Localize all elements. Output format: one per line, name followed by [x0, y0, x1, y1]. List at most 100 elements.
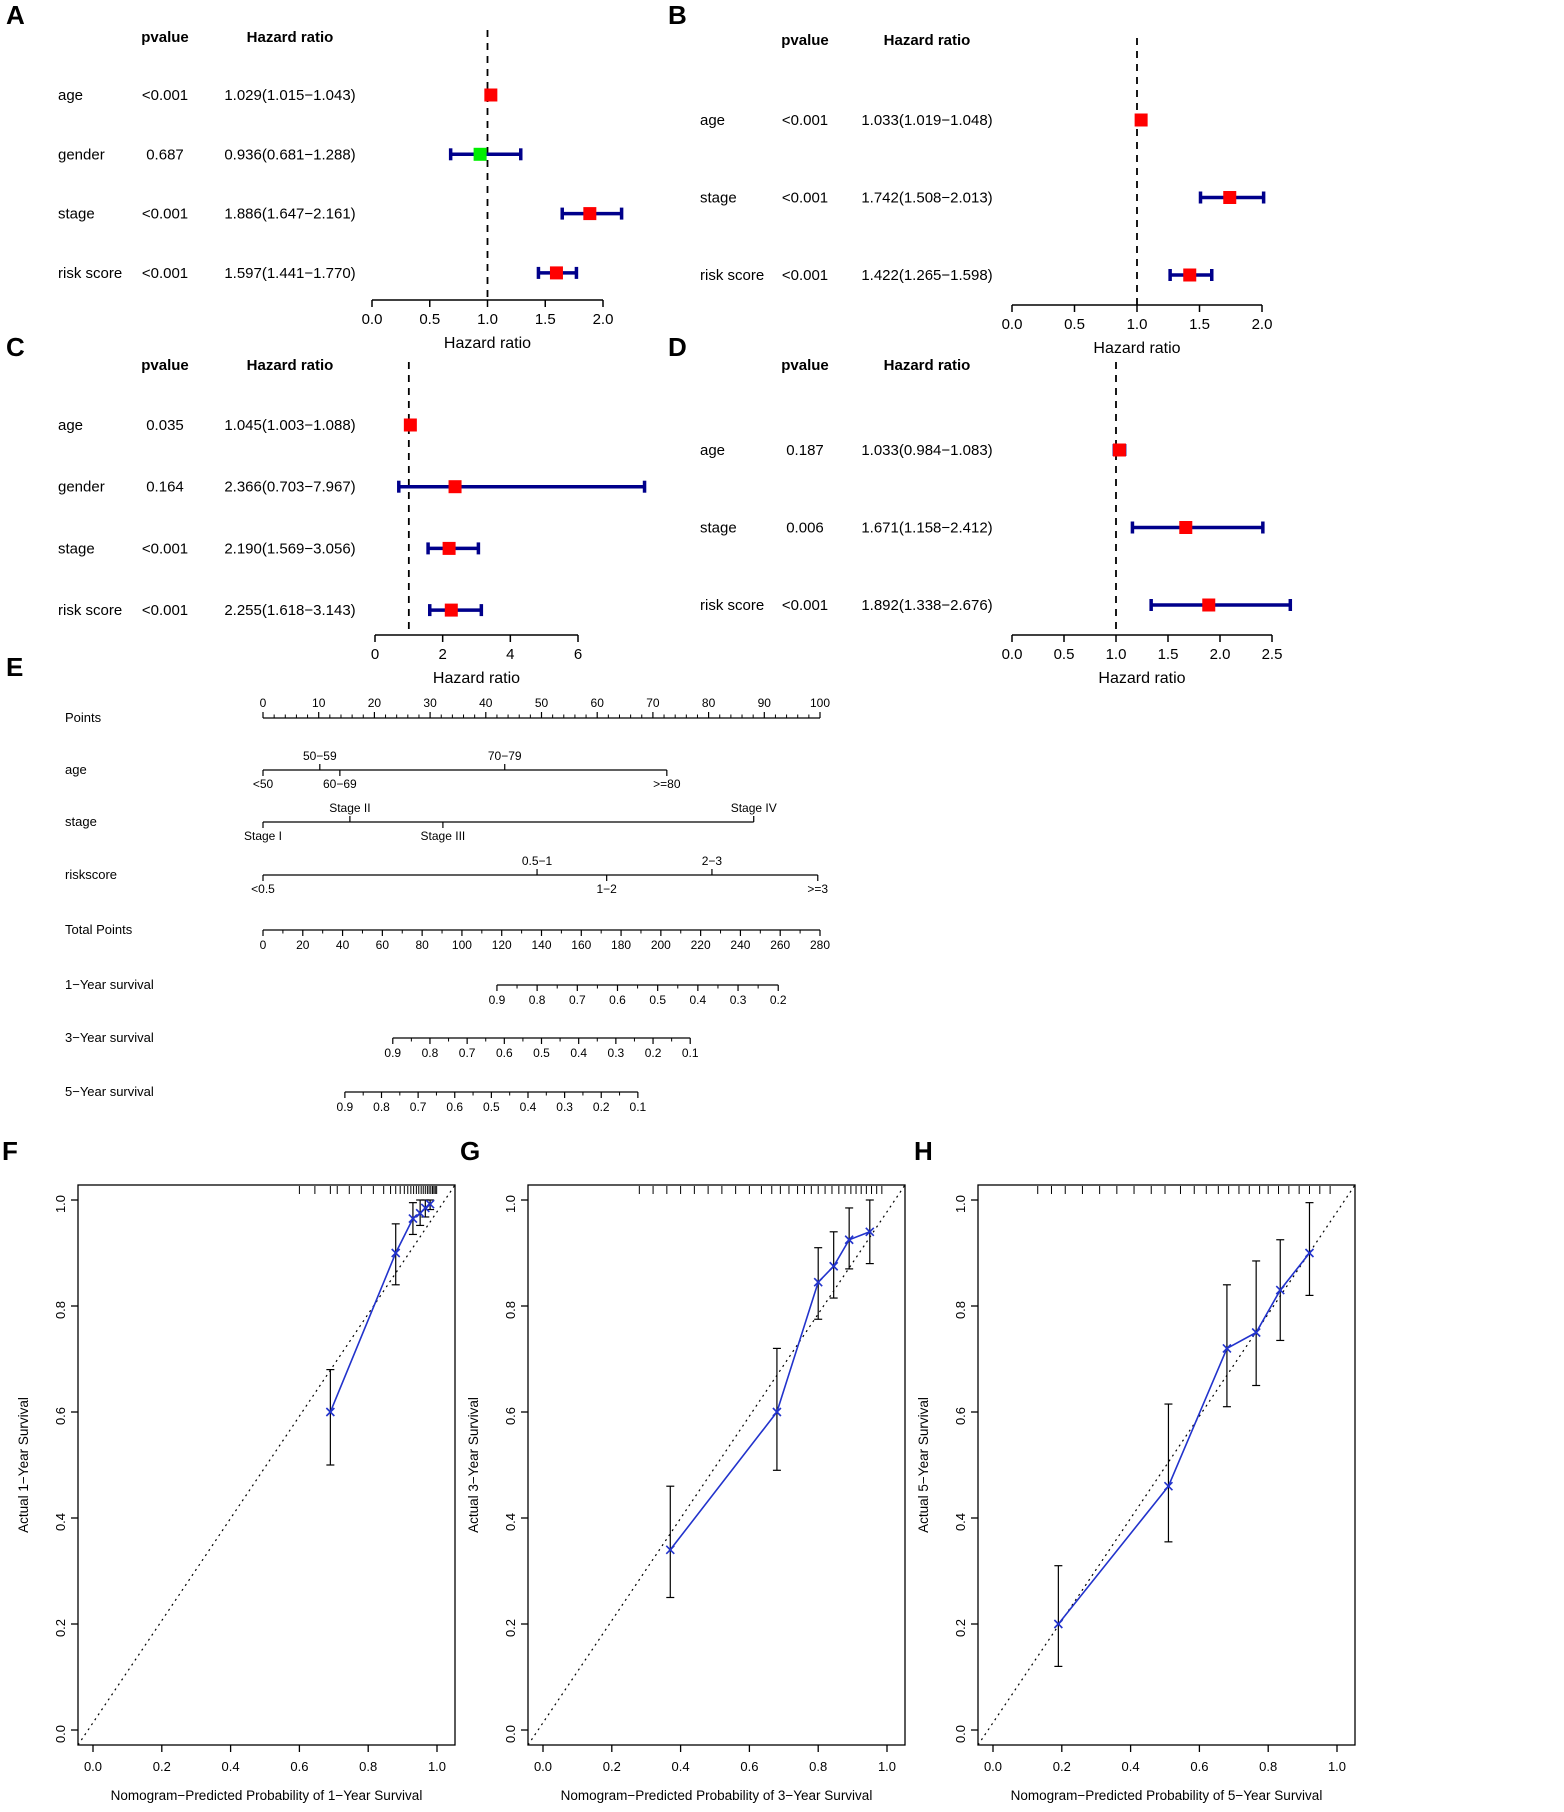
svg-text:0.1: 0.1	[682, 1046, 699, 1060]
svg-text:risk score: risk score	[58, 265, 122, 282]
calibration-plot-5year: 0.0 0.2 0.4 0.6 0.8 1.0 0.0 0.2 0.4 0.6 0.8 1.0 Nomo…	[916, 1184, 1356, 1803]
svg-text:<0.001: <0.001	[782, 112, 828, 129]
svg-text:Stage I: Stage I	[244, 829, 282, 843]
svg-text:0.6: 0.6	[496, 1046, 513, 1060]
svg-text:0.936(0.681−1.288): 0.936(0.681−1.288)	[224, 146, 355, 163]
svg-text:risk score: risk score	[700, 597, 764, 614]
svg-text:0.9: 0.9	[384, 1046, 401, 1060]
svg-text:pvalue: pvalue	[781, 32, 829, 49]
svg-text:1.0: 1.0	[53, 1195, 68, 1213]
svg-text:160: 160	[571, 938, 591, 952]
svg-text:0.5: 0.5	[533, 1046, 550, 1060]
svg-text:1.0: 1.0	[878, 1759, 896, 1774]
panel-c-label: C	[6, 332, 25, 362]
svg-text:0.2: 0.2	[770, 993, 787, 1007]
svg-text:90: 90	[758, 696, 772, 710]
svg-text:0.3: 0.3	[556, 1100, 573, 1114]
svg-text:0.8: 0.8	[953, 1301, 968, 1319]
svg-text:0.6: 0.6	[503, 1407, 518, 1425]
svg-text:2.0: 2.0	[1210, 646, 1231, 663]
svg-text:stage: stage	[65, 814, 97, 829]
forest-plot-c: pvalue Hazard ratio age 0.035 1.045(1.003−1.…	[58, 357, 647, 687]
svg-text:0.2: 0.2	[645, 1046, 662, 1060]
svg-text:Hazard ratio: Hazard ratio	[247, 29, 334, 46]
svg-text:0.4: 0.4	[1122, 1759, 1140, 1774]
svg-text:0.9: 0.9	[489, 993, 506, 1007]
svg-text:Hazard ratio: Hazard ratio	[444, 335, 531, 352]
calibration-plot-1year: 0.0 0.2 0.4 0.6 0.8 1.0 0.0 0.2 0.4 0.6 0.8 1.0 Nomo…	[16, 1184, 456, 1803]
svg-text:0.0: 0.0	[534, 1759, 552, 1774]
svg-text:0.2: 0.2	[1053, 1759, 1071, 1774]
svg-text:age: age	[58, 417, 83, 434]
svg-text:1.5: 1.5	[1189, 316, 1210, 333]
svg-text:0.9: 0.9	[337, 1100, 354, 1114]
svg-text:0.8: 0.8	[53, 1301, 68, 1319]
svg-text:age: age	[700, 112, 725, 129]
svg-text:0.5: 0.5	[419, 311, 440, 328]
svg-text:1.422(1.265−1.598): 1.422(1.265−1.598)	[861, 267, 992, 284]
svg-text:0.4: 0.4	[222, 1759, 240, 1774]
svg-text:>=80: >=80	[653, 777, 681, 791]
svg-text:0.2: 0.2	[593, 1100, 610, 1114]
svg-text:Actual 1−Year Survival: Actual 1−Year Survival	[16, 1397, 31, 1533]
svg-text:60: 60	[376, 938, 390, 952]
svg-text:0.3: 0.3	[608, 1046, 625, 1060]
svg-text:1.0: 1.0	[1127, 316, 1148, 333]
svg-text:pvalue: pvalue	[141, 357, 189, 374]
panel-b-label: B	[668, 0, 687, 30]
svg-text:0.7: 0.7	[459, 1046, 476, 1060]
svg-text:1.0: 1.0	[428, 1759, 446, 1774]
svg-text:stage: stage	[700, 520, 737, 537]
svg-text:100: 100	[810, 696, 830, 710]
svg-text:0.5: 0.5	[483, 1100, 500, 1114]
svg-text:220: 220	[691, 938, 711, 952]
svg-text:260: 260	[770, 938, 790, 952]
svg-text:2.255(1.618−3.143): 2.255(1.618−3.143)	[224, 602, 355, 619]
svg-text:<0.001: <0.001	[782, 597, 828, 614]
svg-text:0.8: 0.8	[809, 1759, 827, 1774]
svg-text:280: 280	[810, 938, 830, 952]
forest-plot-b: pvalue Hazard ratio age <0.001 1.033(1.019−1…	[700, 32, 1272, 357]
svg-text:0.7: 0.7	[569, 993, 586, 1007]
svg-text:2.366(0.703−7.967): 2.366(0.703−7.967)	[224, 479, 355, 496]
svg-text:1.0: 1.0	[953, 1195, 968, 1213]
forest-plot-a: pvalue Hazard ratio age <0.001 1.029(1.015−1…	[58, 29, 624, 352]
svg-text:0: 0	[260, 696, 267, 710]
svg-text:0.035: 0.035	[146, 417, 184, 434]
svg-text:40: 40	[479, 696, 493, 710]
svg-text:0.4: 0.4	[690, 993, 707, 1007]
svg-text:200: 200	[651, 938, 671, 952]
svg-text:6: 6	[574, 646, 582, 663]
svg-text:0.6: 0.6	[1190, 1759, 1208, 1774]
svg-text:1−Year survival: 1−Year survival	[65, 977, 154, 992]
svg-text:pvalue: pvalue	[781, 357, 829, 374]
svg-text:0.2: 0.2	[953, 1619, 968, 1637]
svg-text:0.0: 0.0	[953, 1725, 968, 1743]
svg-text:1.671(1.158−2.412): 1.671(1.158−2.412)	[861, 520, 992, 537]
svg-text:Nomogram−Predicted Probability: Nomogram−Predicted Probability of 3−Year…	[561, 1788, 873, 1803]
svg-text:1.0: 1.0	[477, 311, 498, 328]
svg-text:120: 120	[492, 938, 512, 952]
svg-text:0: 0	[371, 646, 379, 663]
svg-text:1.033(1.019−1.048): 1.033(1.019−1.048)	[861, 112, 992, 129]
svg-text:0.0: 0.0	[84, 1759, 102, 1774]
svg-text:0.4: 0.4	[503, 1513, 518, 1531]
svg-text:1.033(0.984−1.083): 1.033(0.984−1.083)	[861, 442, 992, 459]
svg-text:Nomogram−Predicted Probability: Nomogram−Predicted Probability of 1−Year…	[111, 1788, 423, 1803]
svg-text:1.0: 1.0	[1328, 1759, 1346, 1774]
svg-text:0.0: 0.0	[53, 1725, 68, 1743]
svg-text:Hazard ratio: Hazard ratio	[884, 32, 971, 49]
svg-text:Hazard ratio: Hazard ratio	[1093, 340, 1180, 357]
svg-text:riskscore: riskscore	[65, 867, 117, 882]
svg-text:0.0: 0.0	[1002, 316, 1023, 333]
nomogram-chart: Points 0 10 20 30 40 50 60 70 80 90 100 age <50 50−59 6…	[65, 696, 830, 1114]
svg-text:1.5: 1.5	[535, 311, 556, 328]
svg-text:0.6: 0.6	[740, 1759, 758, 1774]
calibration-plot-3year: 0.0 0.2 0.4 0.6 0.8 1.0 0.0 0.2 0.4 0.6 0.8 1.0 Nomo…	[466, 1184, 906, 1803]
svg-text:0.187: 0.187	[786, 442, 824, 459]
svg-text:80: 80	[702, 696, 716, 710]
svg-text:Stage III: Stage III	[421, 829, 466, 843]
svg-text:0.8: 0.8	[503, 1301, 518, 1319]
svg-text:Hazard ratio: Hazard ratio	[1098, 670, 1185, 687]
